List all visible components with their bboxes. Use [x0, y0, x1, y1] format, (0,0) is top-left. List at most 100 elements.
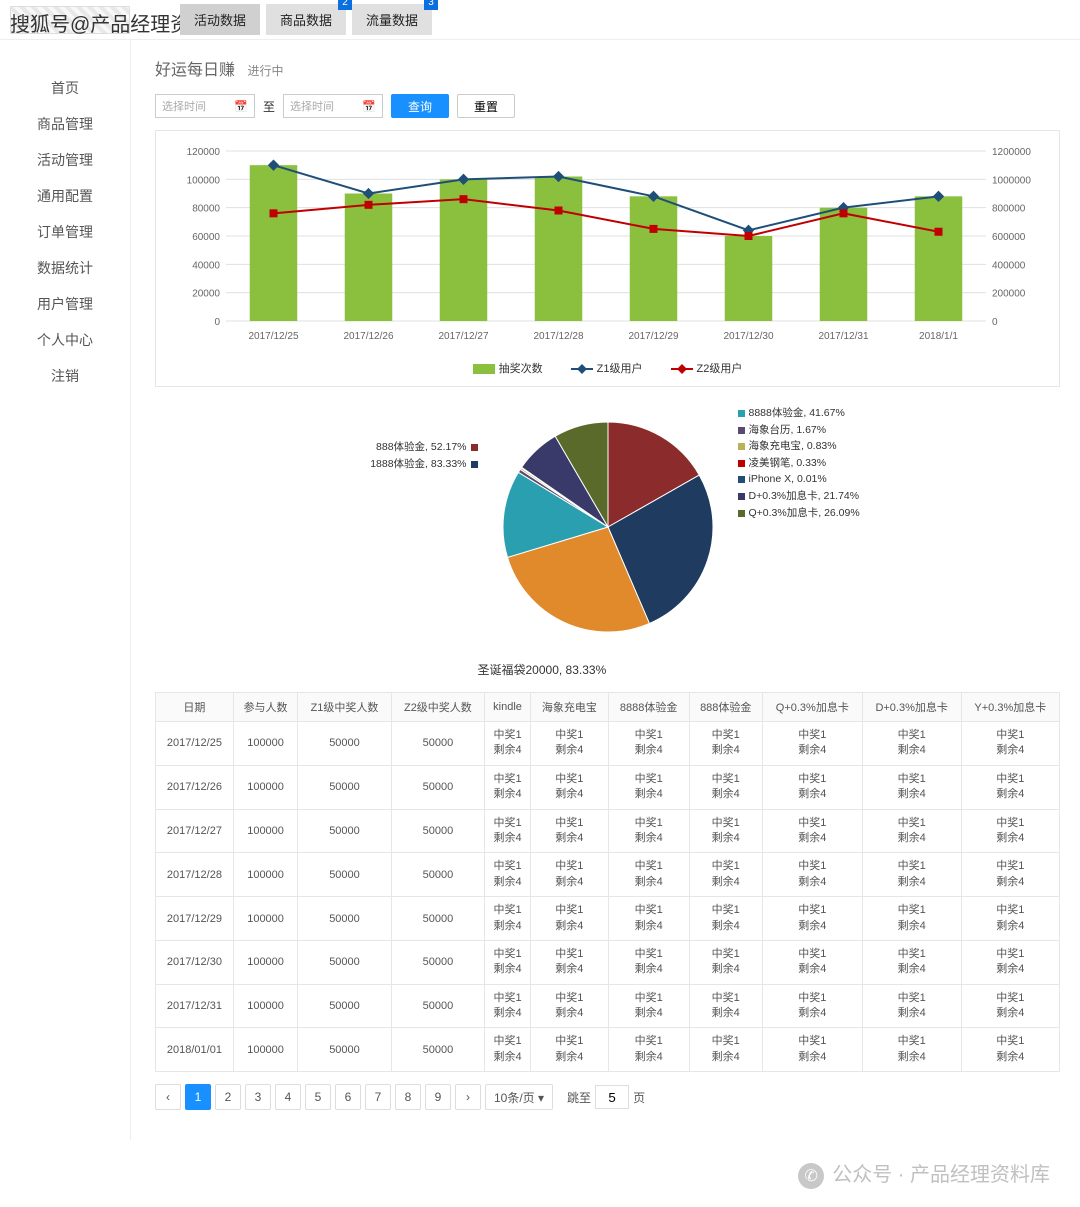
table-row: 2017/12/311000005000050000中奖1剩余4中奖1剩余4中奖… — [156, 984, 1060, 1028]
calendar-icon: 📅 — [362, 100, 376, 113]
pie-svg — [478, 397, 738, 657]
svg-text:2017/12/25: 2017/12/25 — [248, 331, 298, 342]
sidebar-item-2[interactable]: 活动管理 — [0, 142, 130, 178]
topbar: 活动数据商品数据2流量数据3 — [0, 0, 1080, 40]
page-1[interactable]: 1 — [185, 1084, 211, 1110]
date-sep: 至 — [263, 98, 275, 115]
page-title: 好运每日赚 进行中 — [155, 56, 1060, 80]
combo-chart: 0020000200000400004000006000060000080000… — [155, 130, 1060, 387]
page-3[interactable]: 3 — [245, 1084, 271, 1110]
svg-text:1200000: 1200000 — [992, 147, 1031, 158]
wechat-icon: ✆ — [798, 1163, 824, 1189]
page-8[interactable]: 8 — [395, 1084, 421, 1110]
sidebar-item-7[interactable]: 个人中心 — [0, 322, 130, 358]
pie-label: 海象台历, 1.67% — [738, 424, 898, 437]
legend-item: .line-sw[style*='#1f4e79']::after{backgr… — [571, 360, 643, 376]
table-header: Y+0.3%加息卡 — [961, 693, 1059, 722]
pie-label: 圣诞福袋20000, 83.33% — [478, 661, 738, 678]
svg-text:2017/12/26: 2017/12/26 — [343, 331, 393, 342]
svg-text:2017/12/29: 2017/12/29 — [628, 331, 678, 342]
page-4[interactable]: 4 — [275, 1084, 301, 1110]
table-header: 日期 — [156, 693, 234, 722]
table-header: Z2级中奖人数 — [391, 693, 484, 722]
filter-bar: 选择时间📅 至 选择时间📅 查询 重置 — [155, 94, 1060, 118]
page-prev[interactable]: ‹ — [155, 1084, 181, 1110]
reset-button[interactable]: 重置 — [457, 94, 515, 118]
svg-text:800000: 800000 — [992, 204, 1026, 215]
pie-label: D+0.3%加息卡, 21.74% — [738, 490, 898, 503]
page-7[interactable]: 7 — [365, 1084, 391, 1110]
table-row: 2017/12/271000005000050000中奖1剩余4中奖1剩余4中奖… — [156, 809, 1060, 853]
page-next[interactable]: › — [455, 1084, 481, 1110]
table-header: 8888体验金 — [608, 693, 689, 722]
title-text: 好运每日赚 — [155, 62, 235, 79]
svg-text:2017/12/30: 2017/12/30 — [723, 331, 773, 342]
tab-badge: 2 — [338, 0, 352, 10]
table-header: Q+0.3%加息卡 — [762, 693, 862, 722]
table-row: 2017/12/301000005000050000中奖1剩余4中奖1剩余4中奖… — [156, 940, 1060, 984]
svg-text:100000: 100000 — [187, 175, 221, 186]
tab-1[interactable]: 商品数据2 — [266, 4, 346, 35]
page-5[interactable]: 5 — [305, 1084, 331, 1110]
svg-text:600000: 600000 — [992, 232, 1026, 243]
tab-0[interactable]: 活动数据 — [180, 4, 260, 35]
svg-text:80000: 80000 — [192, 204, 220, 215]
svg-text:2017/12/27: 2017/12/27 — [438, 331, 488, 342]
svg-text:1000000: 1000000 — [992, 175, 1031, 186]
date-from-input[interactable]: 选择时间📅 — [155, 94, 255, 118]
sidebar-item-5[interactable]: 数据统计 — [0, 250, 130, 286]
svg-text:2017/12/28: 2017/12/28 — [533, 331, 583, 342]
page-2[interactable]: 2 — [215, 1084, 241, 1110]
sidebar-item-3[interactable]: 通用配置 — [0, 178, 130, 214]
pie-label: 1888体验金, 83.33% — [318, 458, 478, 471]
tab-badge: 3 — [424, 0, 438, 10]
sidebar-item-6[interactable]: 用户管理 — [0, 286, 130, 322]
sidebar: 首页商品管理活动管理通用配置订单管理数据统计用户管理个人中心注销 — [0, 40, 130, 1140]
footer-watermark: ✆公众号 · 产品经理资料库 — [0, 1140, 1080, 1207]
page-jump-input[interactable] — [595, 1085, 629, 1109]
page-6[interactable]: 6 — [335, 1084, 361, 1110]
legend-item: .line-sw[style*='#c00000']::after{backgr… — [671, 360, 743, 376]
sidebar-item-1[interactable]: 商品管理 — [0, 106, 130, 142]
svg-text:60000: 60000 — [192, 232, 220, 243]
pie-labels-left: 888体验金, 52.17% 1888体验金, 83.33% — [318, 397, 478, 678]
calendar-icon: 📅 — [234, 100, 248, 113]
pie-label: 8888体验金, 41.67% — [738, 407, 898, 420]
pie-label: 凌美钢笔, 0.33% — [738, 457, 898, 470]
query-button[interactable]: 查询 — [391, 94, 449, 118]
combo-legend: 抽奖次数 .line-sw[style*='#1f4e79']::after{ba… — [166, 360, 1049, 376]
table-header: 海象充电宝 — [530, 693, 608, 722]
date-to-input[interactable]: 选择时间📅 — [283, 94, 383, 118]
pie-chart: 888体验金, 52.17% 1888体验金, 83.33% 圣诞福袋20000,… — [155, 397, 1060, 678]
table-header: D+0.3%加息卡 — [862, 693, 961, 722]
combo-chart-svg: 0020000200000400004000006000060000080000… — [166, 141, 1046, 351]
pie-label: iPhone X, 0.01% — [738, 473, 898, 486]
svg-text:200000: 200000 — [992, 289, 1026, 300]
table-row: 2017/12/281000005000050000中奖1剩余4中奖1剩余4中奖… — [156, 853, 1060, 897]
sidebar-item-0[interactable]: 首页 — [0, 70, 130, 106]
table-header: Z1级中奖人数 — [298, 693, 391, 722]
logo-placeholder — [10, 6, 130, 34]
svg-text:2018/1/1: 2018/1/1 — [919, 331, 958, 342]
top-tabs: 活动数据商品数据2流量数据3 — [180, 4, 432, 35]
svg-text:2017/12/31: 2017/12/31 — [818, 331, 868, 342]
pie-labels-right: 8888体验金, 41.67%海象台历, 1.67%海象充电宝, 0.83%凌美… — [738, 397, 898, 678]
main-content: 好运每日赚 进行中 选择时间📅 至 选择时间📅 查询 重置 0020000200… — [130, 40, 1080, 1140]
pie-label: Q+0.3%加息卡, 26.09% — [738, 507, 898, 520]
legend-item: 抽奖次数 — [473, 360, 543, 376]
page-9[interactable]: 9 — [425, 1084, 451, 1110]
table-header: kindle — [485, 693, 531, 722]
svg-text:0: 0 — [992, 317, 998, 328]
tab-2[interactable]: 流量数据3 — [352, 4, 432, 35]
sidebar-item-8[interactable]: 注销 — [0, 358, 130, 394]
svg-text:0: 0 — [214, 317, 220, 328]
pagination: ‹123456789›10条/页 ▾跳至页 — [155, 1084, 1060, 1110]
page-size-select[interactable]: 10条/页 ▾ — [485, 1084, 553, 1110]
svg-text:120000: 120000 — [187, 147, 221, 158]
table-header: 888体验金 — [689, 693, 762, 722]
data-table: 日期参与人数Z1级中奖人数Z2级中奖人数kindle海象充电宝8888体验金88… — [155, 692, 1060, 1072]
table-row: 2017/12/251000005000050000中奖1剩余4中奖1剩余4中奖… — [156, 722, 1060, 766]
pie-label: 888体验金, 52.17% — [318, 441, 478, 454]
table-row: 2017/12/291000005000050000中奖1剩余4中奖1剩余4中奖… — [156, 897, 1060, 941]
sidebar-item-4[interactable]: 订单管理 — [0, 214, 130, 250]
